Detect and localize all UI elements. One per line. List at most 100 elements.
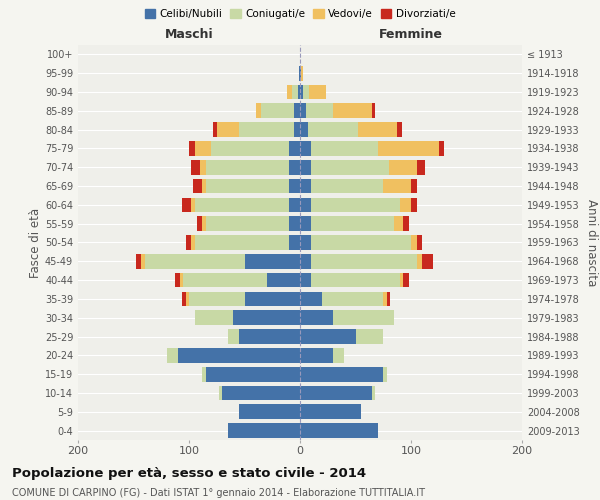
Bar xyxy=(206,160,289,174)
Bar xyxy=(416,254,422,268)
Bar xyxy=(389,160,416,174)
Bar xyxy=(214,122,217,137)
Bar xyxy=(334,348,344,362)
Bar xyxy=(403,273,409,287)
Bar xyxy=(289,216,300,231)
Bar xyxy=(300,254,311,268)
Bar xyxy=(178,348,300,362)
Bar xyxy=(311,160,389,174)
Bar xyxy=(194,310,233,325)
Bar xyxy=(184,273,266,287)
Bar xyxy=(300,178,311,194)
Bar xyxy=(298,84,300,100)
Bar xyxy=(394,216,403,231)
Bar xyxy=(175,273,180,287)
Bar xyxy=(202,178,206,194)
Bar xyxy=(256,104,261,118)
Bar xyxy=(219,386,223,400)
Bar xyxy=(167,348,178,362)
Bar xyxy=(193,178,202,194)
Bar xyxy=(136,254,141,268)
Bar xyxy=(228,329,239,344)
Bar xyxy=(300,367,383,382)
Bar xyxy=(334,104,372,118)
Bar xyxy=(300,198,311,212)
Bar xyxy=(289,235,300,250)
Bar xyxy=(305,104,334,118)
Bar xyxy=(287,84,292,100)
Text: Femmine: Femmine xyxy=(379,28,443,41)
Bar xyxy=(223,386,300,400)
Bar xyxy=(358,122,397,137)
Bar xyxy=(411,178,416,194)
Bar xyxy=(411,198,416,212)
Bar xyxy=(311,254,416,268)
Bar xyxy=(141,254,145,268)
Bar xyxy=(301,66,304,80)
Bar xyxy=(239,122,295,137)
Bar xyxy=(383,292,386,306)
Bar xyxy=(197,216,202,231)
Bar xyxy=(292,84,298,100)
Bar xyxy=(300,348,334,362)
Bar xyxy=(289,178,300,194)
Bar xyxy=(266,273,300,287)
Bar xyxy=(239,329,300,344)
Bar xyxy=(311,273,400,287)
Bar xyxy=(416,235,422,250)
Bar xyxy=(289,160,300,174)
Bar xyxy=(311,198,400,212)
Bar xyxy=(311,178,383,194)
Y-axis label: Fasce di età: Fasce di età xyxy=(29,208,42,278)
Bar xyxy=(397,122,402,137)
Bar xyxy=(295,122,300,137)
Bar xyxy=(245,292,300,306)
Bar xyxy=(206,367,300,382)
Bar xyxy=(400,198,411,212)
Bar xyxy=(261,104,295,118)
Y-axis label: Anni di nascita: Anni di nascita xyxy=(585,199,598,286)
Bar xyxy=(300,66,301,80)
Text: COMUNE DI CARPINO (FG) - Dati ISTAT 1° gennaio 2014 - Elaborazione TUTTITALIA.IT: COMUNE DI CARPINO (FG) - Dati ISTAT 1° g… xyxy=(12,488,425,498)
Bar xyxy=(300,141,311,156)
Bar xyxy=(300,310,334,325)
Bar xyxy=(194,141,211,156)
Bar xyxy=(180,273,184,287)
Bar xyxy=(194,198,289,212)
Bar xyxy=(300,104,305,118)
Bar xyxy=(200,160,206,174)
Bar xyxy=(189,141,194,156)
Bar xyxy=(308,122,358,137)
Bar xyxy=(372,386,376,400)
Legend: Celibi/Nubili, Coniugati/e, Vedovi/e, Divorziati/e: Celibi/Nubili, Coniugati/e, Vedovi/e, Di… xyxy=(140,5,460,24)
Bar xyxy=(383,178,411,194)
Bar xyxy=(300,273,311,287)
Bar xyxy=(194,235,289,250)
Bar xyxy=(311,216,394,231)
Bar xyxy=(300,329,355,344)
Bar xyxy=(228,424,300,438)
Bar xyxy=(411,235,416,250)
Bar xyxy=(206,178,289,194)
Bar xyxy=(145,254,245,268)
Bar xyxy=(383,367,386,382)
Bar xyxy=(191,160,200,174)
Bar xyxy=(355,329,383,344)
Bar xyxy=(300,424,378,438)
Bar xyxy=(403,216,409,231)
Bar xyxy=(182,292,185,306)
Bar xyxy=(202,367,206,382)
Bar xyxy=(300,84,304,100)
Bar xyxy=(206,216,289,231)
Bar xyxy=(300,160,311,174)
Bar xyxy=(422,254,433,268)
Bar xyxy=(233,310,300,325)
Bar xyxy=(182,198,191,212)
Bar xyxy=(239,404,300,419)
Bar xyxy=(289,141,300,156)
Bar xyxy=(300,292,322,306)
Bar xyxy=(322,292,383,306)
Bar xyxy=(191,235,194,250)
Bar xyxy=(400,273,403,287)
Bar xyxy=(311,141,378,156)
